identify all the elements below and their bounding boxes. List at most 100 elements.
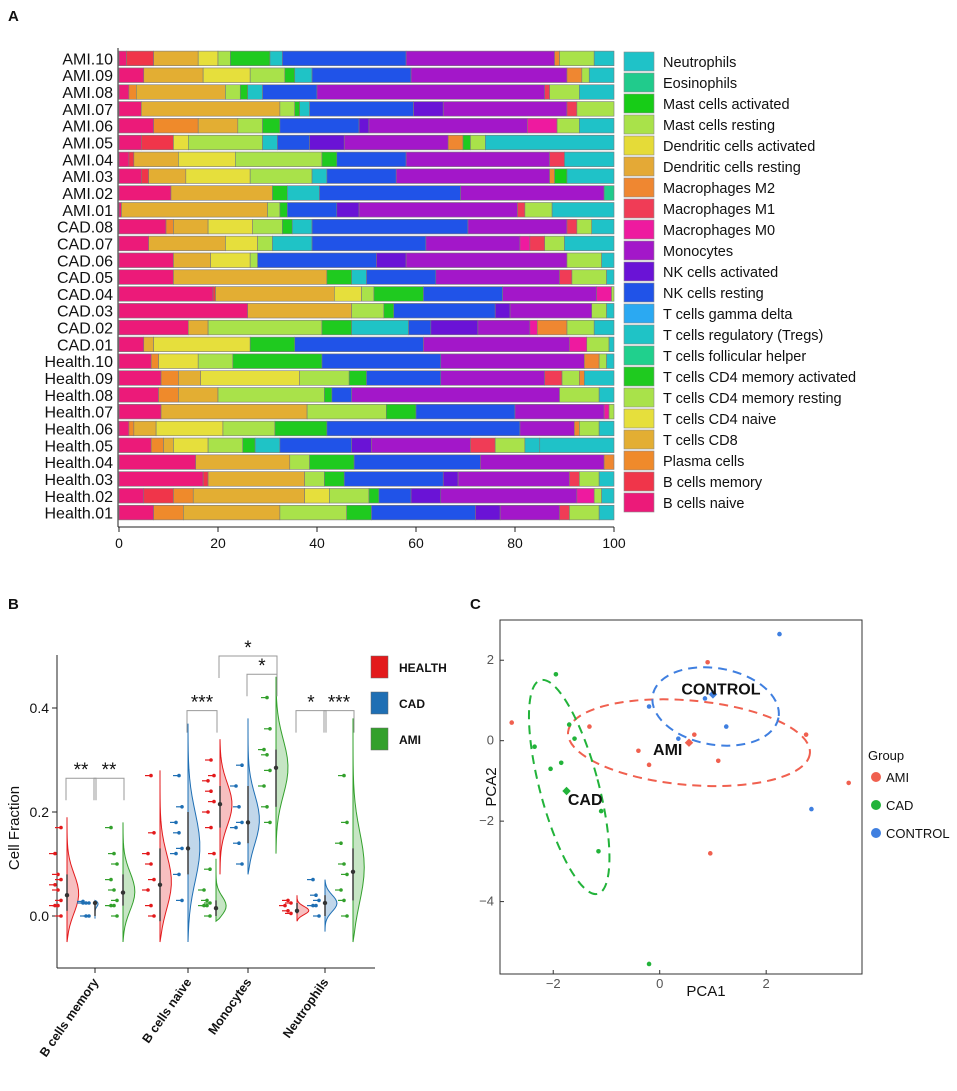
y-tick-label-0.2: 0.2 — [30, 804, 50, 820]
bar-segment-ami-06-t-cells-cd8 — [197, 118, 239, 134]
legend-swatch-t-cells-cd4-naive — [623, 408, 655, 429]
legend-swatch-nk-cells-resting — [623, 282, 655, 303]
bar-segment-ami-04-t-cells-cd4-memory-activated — [321, 151, 338, 167]
bar-segment-ami-05-macrophages-m2 — [447, 134, 464, 151]
bar-segment-cad-04-monocytes — [502, 286, 597, 302]
sample-label-cad-08: CAD.08 — [57, 220, 113, 237]
sample-label-ami-08: AMI.08 — [62, 85, 113, 102]
bar-segment-cad-01-t-cells-cd8 — [143, 336, 154, 352]
bar-segment-cad-08-neutrophils — [591, 219, 615, 235]
bar-segment-ami-03-t-cells-cd4-memory-resting — [249, 168, 313, 184]
bar-segment-health-10-b-cells-naive — [118, 353, 152, 369]
bar-segment-health-09-monocytes — [440, 370, 545, 386]
sample-label-ami-09: AMI.09 — [62, 68, 113, 85]
significance-bracket-6 — [323, 710, 355, 733]
bar-segment-ami-08-neutrophils — [579, 84, 615, 100]
sample-label-health-05: Health.05 — [45, 438, 114, 455]
bar-segment-health-08-plasma-cells — [158, 387, 179, 403]
bar-segment-health-03-b-cells-naive — [118, 471, 204, 487]
scatter-point-cad — [566, 722, 572, 727]
bar-segment-cad-08-t-cells-cd4-naive — [207, 219, 253, 235]
scatter-point-control — [777, 631, 782, 637]
scatter-point-ami — [715, 758, 721, 764]
sample-label-cad-05: CAD.05 — [57, 270, 113, 287]
bar-segment-health-07-b-cells-naive — [118, 404, 162, 420]
bar-segment-health-01-t-cells-cd4-memory-resting — [279, 504, 348, 521]
bar-segment-health-02-plasma-cells — [173, 488, 194, 504]
scatter-point-control — [646, 704, 652, 709]
legend-marker-ami — [871, 772, 881, 782]
scatter-point-ami — [646, 762, 652, 768]
bar-segment-ami-09-nk-cells-resting — [311, 67, 412, 83]
centroid-cad — [562, 786, 571, 796]
violin-neutrophils-ami — [352, 718, 365, 943]
significance-bracket-2 — [186, 710, 218, 733]
bar-segment-ami-01-mast-cells-resting — [524, 202, 553, 218]
y-tick-label-0.0: 0.0 — [30, 908, 50, 924]
legend-label-t-cells-cd4-naive: T cells CD4 naive — [663, 412, 776, 428]
pca-plot: −2 0 2 −4 −2 0 2 PCA1 PCA2 CONTROL AMI CAD — [479, 619, 863, 1000]
significance-label-2: *** — [191, 693, 214, 714]
y-axis-label: PCA2 — [483, 767, 500, 806]
violin-monocytes-health — [219, 739, 233, 875]
bar-segment-cad-05-t-cells-cd8 — [173, 269, 328, 285]
bar-segment-ami-05-t-cells-cd4-memory-resting — [188, 134, 263, 151]
bar-segment-cad-04-t-cells-cd4-naive — [334, 286, 362, 302]
bar-segment-health-09-plasma-cells — [160, 370, 179, 386]
legend-label-monocytes: Monocytes — [663, 244, 733, 260]
bar-segment-cad-04-nk-cells-resting — [423, 286, 503, 302]
bar-segment-ami-05-b-cells-memory — [140, 134, 174, 151]
bar-segment-ami-03-t-cells-regulatory-tregs — [311, 168, 328, 184]
bar-segment-ami-02-b-cells-naive — [118, 185, 172, 201]
legend-swatch-dendritic-cells-activated — [623, 135, 655, 156]
bar-segment-health-02-nk-cells-activated — [410, 488, 442, 504]
bar-segment-ami-01-macrophages-m1 — [517, 202, 526, 218]
bar-segment-ami-08-nk-cells-resting — [262, 84, 318, 100]
significance-bracket-1 — [93, 777, 125, 801]
significance-label-3: * — [244, 638, 252, 659]
confidence-ellipse-ami — [567, 698, 811, 788]
legend-label-mast-cells-activated: Mast cells activated — [663, 97, 790, 113]
bar-segment-cad-06-neutrophils — [601, 252, 615, 268]
bar-segment-health-08-t-cells-cd8 — [178, 387, 219, 403]
bar-segment-health-05-t-cells-regulatory-tregs — [254, 437, 281, 453]
bar-segment-cad-02-t-cells-cd8 — [188, 319, 209, 336]
bar-segment-ami-04-b-cells-naive — [118, 151, 130, 167]
panel-b-letter: B — [8, 596, 19, 613]
bar-segment-ami-06-macrophages-m0 — [527, 118, 558, 134]
bar-segment-ami-05-nk-cells-resting — [277, 134, 310, 151]
bar-segment-ami-08-mast-cells-resting — [549, 84, 580, 100]
bar-segment-health-01-plasma-cells — [153, 504, 184, 521]
bar-segment-cad-03-nk-cells-activated — [494, 303, 511, 319]
bar-segment-cad-07-macrophages-m0 — [519, 235, 531, 252]
legend-label-ami: AMI — [886, 770, 909, 785]
bar-segment-cad-05-neutrophils — [606, 269, 615, 285]
sample-labels: AMI.10AMI.09AMI.08AMI.07AMI.06AMI.05AMI.… — [45, 51, 114, 522]
bar-segment-health-06-b-cells-naive — [118, 420, 130, 437]
bar-segment-health-06-t-cells-cd4-memory-resting — [222, 420, 276, 437]
bar-segment-cad-04-mast-cells-resting — [611, 286, 615, 302]
bar-segment-cad-07-t-cells-cd4-memory-resting — [257, 235, 273, 252]
bar-segment-cad-04-b-cells-memory — [212, 286, 216, 302]
bar-segment-cad-01-b-cells-naive — [118, 336, 145, 352]
bar-segment-cad-05-nk-cells-resting — [366, 269, 437, 285]
panel-b: B 0.0 0.2 0.4 Cell Fraction B cells memory B … — [6, 596, 447, 1059]
bar-segment-health-07-t-cells-cd8 — [160, 404, 308, 420]
bar-segment-cad-07-nk-cells-resting — [311, 235, 427, 252]
confidence-ellipse-control — [651, 666, 780, 747]
stacked-bar-area — [118, 50, 615, 521]
bar-segment-health-03-t-cells-cd4-memory-activated — [324, 471, 345, 487]
bar-segment-ami-09-t-cells-cd4-memory-activated — [284, 67, 296, 83]
x-tick-label-60: 60 — [408, 535, 424, 551]
bar-segment-health-03-mast-cells-resting — [579, 471, 600, 487]
bar-segment-ami-03-b-cells-naive — [118, 168, 142, 184]
bar-segment-ami-09-mast-cells-resting — [581, 67, 590, 83]
violin-b-cells-memory-ami — [122, 822, 136, 943]
legend-label-mast-cells-resting: Mast cells resting — [663, 118, 775, 134]
x-tick-label-neutrophils: Neutrophils — [280, 976, 331, 1041]
bar-segment-ami-10-t-cells-cd4-naive — [197, 50, 219, 67]
bar-segment-health-10-t-cells-cd4-memory-resting — [197, 353, 234, 369]
bar-segment-ami-07-b-cells-naive — [118, 101, 142, 117]
sample-label-ami-07: AMI.07 — [62, 102, 113, 119]
bar-segment-ami-04-b-cells-memory — [128, 151, 135, 167]
